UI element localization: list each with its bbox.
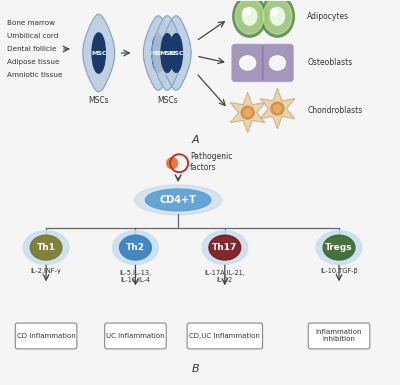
Text: B: B [191, 364, 199, 374]
FancyBboxPatch shape [105, 323, 166, 349]
Ellipse shape [170, 33, 182, 72]
Text: Adipocytes: Adipocytes [307, 12, 349, 21]
Text: Osteoblasts: Osteoblasts [307, 59, 352, 67]
Text: IL-2,INF-γ: IL-2,INF-γ [31, 268, 62, 275]
Ellipse shape [113, 231, 158, 264]
Text: Chondroblasts: Chondroblasts [307, 106, 362, 115]
Text: Amniotic tissue: Amniotic tissue [7, 72, 63, 78]
Ellipse shape [323, 235, 355, 260]
Ellipse shape [209, 235, 241, 260]
Ellipse shape [271, 102, 284, 115]
Text: MSC: MSC [160, 50, 175, 55]
Text: Th17: Th17 [212, 243, 238, 252]
Text: CD,UC Inflammation: CD,UC Inflammation [189, 333, 260, 339]
Polygon shape [143, 16, 173, 90]
Text: MSCs: MSCs [157, 96, 178, 105]
Polygon shape [230, 93, 265, 132]
Text: IL-10,TGF-β: IL-10,TGF-β [320, 268, 358, 275]
Text: Th1: Th1 [36, 243, 56, 252]
Text: IL-5,IL-13,
IL-10,IL-4: IL-5,IL-13, IL-10,IL-4 [120, 270, 152, 283]
FancyBboxPatch shape [308, 323, 370, 349]
Polygon shape [161, 16, 191, 90]
Text: UC Inflammation: UC Inflammation [106, 333, 165, 339]
Ellipse shape [30, 235, 62, 260]
Text: Tregs: Tregs [325, 243, 353, 252]
Text: Umbilical cord: Umbilical cord [7, 33, 59, 39]
FancyBboxPatch shape [187, 323, 262, 349]
Text: Bone marrow: Bone marrow [7, 20, 55, 26]
Ellipse shape [92, 33, 105, 73]
Text: Pathogenic
factors: Pathogenic factors [190, 152, 232, 172]
Ellipse shape [316, 231, 362, 264]
Ellipse shape [233, 0, 266, 37]
FancyBboxPatch shape [232, 44, 264, 82]
Ellipse shape [244, 109, 252, 116]
Ellipse shape [263, 0, 292, 34]
Ellipse shape [202, 231, 248, 264]
Ellipse shape [161, 33, 174, 72]
Ellipse shape [270, 56, 286, 70]
Text: IL-17A,IL-21,
IL-22: IL-17A,IL-21, IL-22 [204, 270, 245, 283]
Ellipse shape [23, 231, 69, 264]
Text: MSC: MSC [150, 50, 166, 55]
Ellipse shape [241, 106, 254, 119]
Ellipse shape [145, 189, 211, 211]
Text: MSC: MSC [91, 50, 106, 55]
Text: MSCs: MSCs [88, 96, 109, 105]
Ellipse shape [271, 8, 278, 16]
Ellipse shape [152, 33, 164, 72]
Text: MSC: MSC [168, 50, 184, 55]
Text: CD Inflammation: CD Inflammation [17, 333, 76, 339]
Ellipse shape [242, 7, 257, 25]
Text: A: A [191, 136, 199, 146]
Polygon shape [152, 16, 182, 90]
Text: Th2: Th2 [126, 243, 145, 252]
Ellipse shape [120, 235, 151, 260]
Text: Adipose tissue: Adipose tissue [7, 59, 60, 65]
FancyBboxPatch shape [15, 323, 77, 349]
Polygon shape [83, 14, 114, 92]
Ellipse shape [134, 185, 222, 215]
Ellipse shape [270, 7, 285, 25]
Polygon shape [260, 89, 295, 129]
FancyBboxPatch shape [262, 44, 293, 82]
Text: Inflammation
inhibition: Inflammation inhibition [316, 330, 362, 342]
Ellipse shape [274, 105, 281, 112]
Ellipse shape [167, 158, 178, 169]
Ellipse shape [260, 0, 294, 37]
Text: Dental follicle: Dental follicle [7, 46, 57, 52]
Ellipse shape [235, 0, 264, 34]
Ellipse shape [240, 56, 256, 70]
Text: CD4+T: CD4+T [160, 195, 196, 205]
Ellipse shape [243, 8, 250, 16]
